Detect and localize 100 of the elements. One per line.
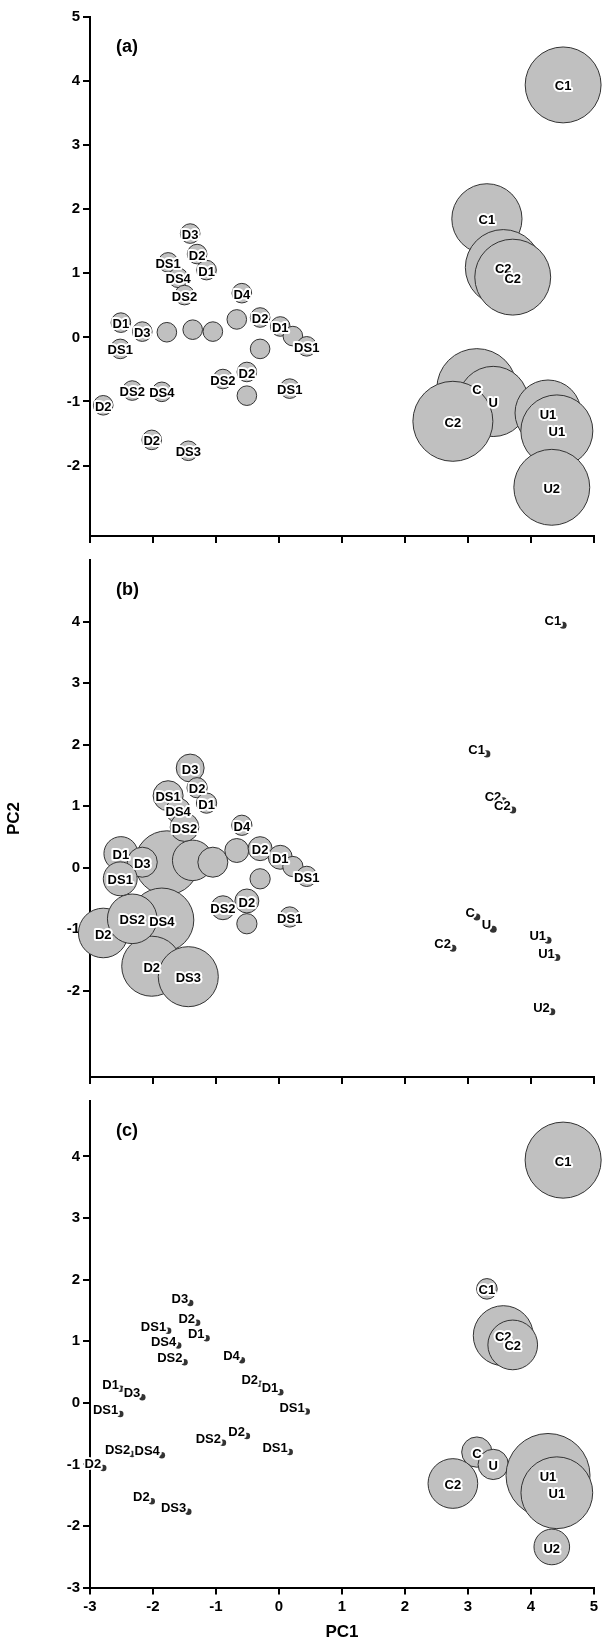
data-label: DS4: [150, 1333, 177, 1349]
x-tick-label: 1: [337, 1596, 347, 1614]
y-tick-label: 0: [71, 1392, 80, 1410]
data-label: D3: [181, 761, 199, 777]
data-label: D2: [228, 1424, 245, 1440]
data-label: DS2: [210, 372, 236, 388]
annotation: (c): [116, 1119, 138, 1140]
data-label: D2: [188, 247, 206, 263]
data-label: C1: [554, 78, 572, 94]
y-tick-label: 4: [71, 71, 81, 89]
x-tick-label: 0: [274, 1596, 284, 1614]
data-label: DS4: [165, 271, 192, 287]
data-label: DS3: [160, 1499, 187, 1515]
data-label: U2: [543, 480, 561, 496]
data-label: D2: [251, 842, 269, 858]
data-label: D4: [233, 286, 251, 302]
x-tick-label: 5: [589, 1596, 599, 1614]
data-label: D1: [198, 796, 215, 812]
data-label: DS3: [175, 444, 201, 460]
data-label: D2: [133, 1489, 150, 1505]
data-label: DS2: [119, 384, 145, 400]
data-label: DS3: [175, 970, 201, 986]
data-label: DS4: [149, 385, 176, 401]
y-tick-label: 1: [71, 1331, 80, 1349]
x-tick-label: -1: [209, 1596, 223, 1614]
data-label: DS4: [149, 913, 176, 929]
data-label: D2: [251, 311, 269, 327]
annotation: (b): [116, 578, 139, 599]
data-label: C2: [434, 936, 451, 952]
y-tick-label: 2: [71, 734, 80, 752]
y-tick-label: 5: [71, 7, 80, 25]
data-label: D2: [94, 926, 112, 942]
data-label: D2: [178, 1310, 196, 1326]
x-tick-label: 3: [463, 1596, 473, 1614]
y-tick-label: -2: [66, 1516, 80, 1534]
data-label: DS1: [107, 342, 133, 358]
x-axis-title: PC1: [325, 1622, 359, 1642]
y-tick-label: 0: [71, 857, 80, 875]
data-label: D1: [198, 263, 215, 279]
data-label: DS2: [195, 1430, 221, 1446]
data-label: DS2: [157, 1350, 183, 1366]
data-label: DS1: [294, 869, 320, 885]
data-label: DS1: [140, 1318, 167, 1334]
data-label: D2: [143, 433, 161, 449]
data-label: D2: [94, 398, 112, 414]
annotation: (a): [116, 35, 138, 56]
data-label: D1: [112, 316, 130, 332]
data-label: D4: [223, 1348, 241, 1364]
data-label: D3: [181, 227, 199, 243]
data-label: D1: [261, 1380, 279, 1396]
x-tick-label: -3: [83, 1596, 97, 1614]
y-tick-label: 4: [71, 1146, 81, 1164]
data-label: DS1: [279, 1399, 305, 1415]
data-label: U1: [548, 424, 566, 440]
data-label: D3: [171, 1291, 189, 1307]
y-tick-label: 3: [71, 135, 80, 153]
data-label: C1: [478, 212, 496, 228]
y-tick-label: 2: [71, 1269, 80, 1287]
x-tick-label: 4: [526, 1596, 536, 1614]
data-label: DS1: [277, 382, 303, 398]
x-tick-label: 2: [400, 1596, 410, 1614]
y-tick-label: 3: [71, 673, 80, 691]
y-tick-label: -1: [66, 391, 80, 409]
data-label: U1: [539, 406, 557, 422]
y-tick-label: 4: [71, 611, 81, 629]
y-axis-title: PC2: [3, 801, 23, 836]
data-label: DS1: [262, 1440, 288, 1456]
data-label: D3: [123, 1385, 141, 1401]
data-label: C2: [444, 414, 462, 430]
data-label: U1: [529, 928, 547, 944]
data-label: D1: [271, 320, 289, 336]
data-label: DS1: [155, 789, 181, 805]
data-label: U1: [539, 1469, 557, 1485]
data-label: DS4: [134, 1443, 161, 1459]
data-label: DS1: [277, 910, 303, 926]
data-label: U2: [543, 1540, 561, 1556]
data-label: DS2: [171, 288, 198, 304]
data-label: U2: [533, 999, 550, 1015]
y-tick-label: -1: [66, 1454, 80, 1472]
data-label: D1: [271, 850, 289, 866]
data-label: DS2: [210, 901, 236, 917]
y-tick-label: -2: [66, 455, 80, 473]
data-label: DS1: [107, 872, 133, 888]
data-label: DS1: [92, 1401, 119, 1417]
y-tick-label: 0: [71, 327, 80, 345]
data-label: U: [488, 1457, 498, 1473]
data-label: D1: [112, 847, 130, 863]
data-label: D2: [188, 781, 206, 797]
data-label: C: [465, 905, 476, 921]
data-label: D4: [233, 818, 251, 834]
data-label: D3: [133, 855, 151, 871]
data-label: DS4: [165, 804, 192, 820]
data-label: U1: [548, 1486, 566, 1502]
data-label: D2: [143, 959, 161, 975]
x-tick-label: -2: [146, 1596, 160, 1614]
data-label: D2: [238, 894, 256, 910]
y-tick-label: 3: [71, 1208, 80, 1226]
data-label: D1: [187, 1326, 205, 1342]
y-tick-label: 2: [71, 199, 80, 217]
data-label: DS2: [119, 912, 145, 928]
